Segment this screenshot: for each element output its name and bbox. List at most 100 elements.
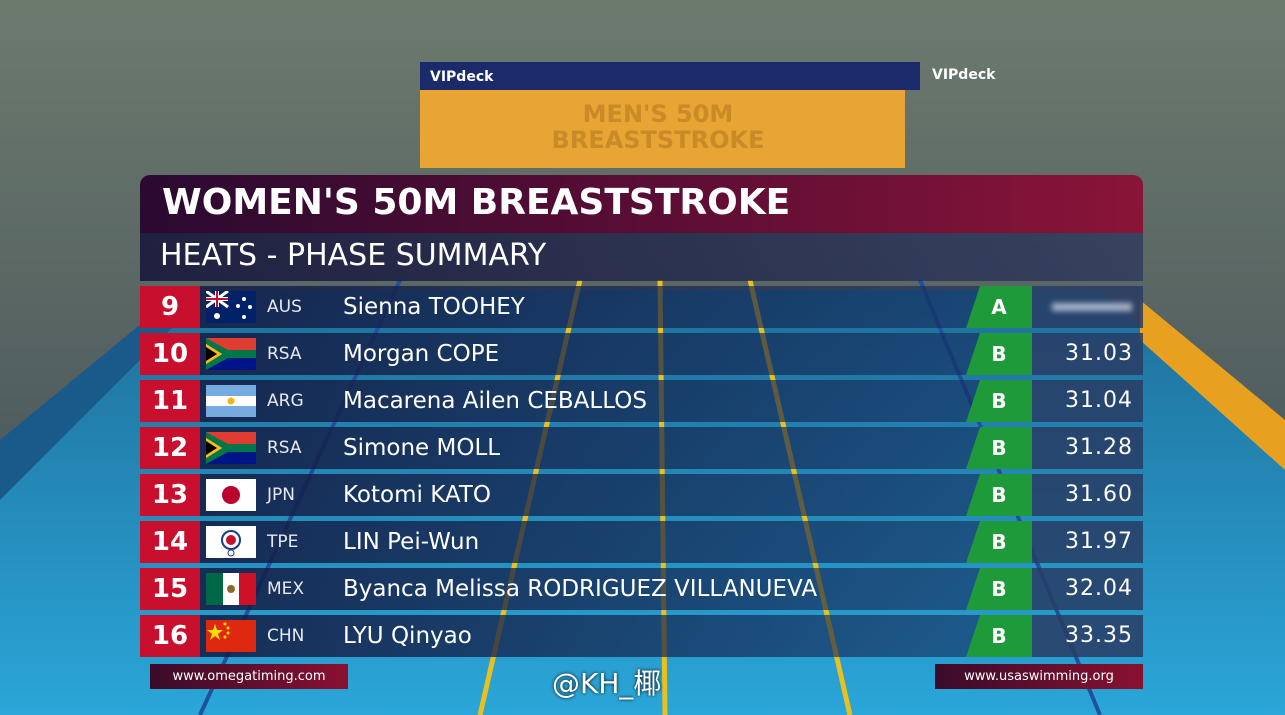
time: 31.97 <box>1032 521 1143 563</box>
time: 31.28 <box>1032 427 1143 469</box>
country-code: TPE <box>267 532 299 552</box>
flag-shape <box>227 397 235 405</box>
flag-image <box>206 573 256 605</box>
country-code: ARG <box>267 391 304 411</box>
vip-deck-banner <box>420 62 920 90</box>
sign-text: VIPdeck <box>932 67 996 83</box>
rank: 16 <box>140 615 200 657</box>
result-row: 10 RSA Morgan COPE B 31.03 <box>140 333 1143 375</box>
sign-text: VIPdeck <box>430 69 494 85</box>
flag-shape <box>236 304 240 308</box>
row-background <box>200 380 1030 422</box>
flag <box>206 479 256 511</box>
result-row: 14 TPE LIN Pei-Wun B 31.97 <box>140 521 1143 563</box>
athlete-name: Byanca Melissa RODRIGUEZ VILLANUEVA <box>343 576 818 602</box>
row-background <box>200 568 1030 610</box>
flag <box>206 385 256 417</box>
result-row: 16 CHN LYU Qinyao B 33.35 <box>140 615 1143 657</box>
country-code: JPN <box>267 485 295 505</box>
row-background <box>200 333 1030 375</box>
flag-shape <box>206 338 256 370</box>
time: 32.04 <box>1032 568 1143 610</box>
flag-shape <box>206 347 217 361</box>
footer-left: www.omegatiming.com <box>150 664 348 689</box>
time: 31.60 <box>1032 474 1143 516</box>
row-background <box>200 286 1030 328</box>
flag <box>206 573 256 605</box>
time: 33.35 <box>1032 615 1143 657</box>
flag-image <box>206 620 256 652</box>
country-code: AUS <box>267 297 302 317</box>
screen-text: MEN'S 50M <box>583 100 734 128</box>
result-row: 11 ARG Macarena Ailen CEBALLOS B 31.04 <box>140 380 1143 422</box>
time: 31.04 <box>1032 380 1143 422</box>
flag-image <box>206 432 256 464</box>
title-bar <box>140 175 1143 233</box>
row-background <box>200 615 1030 657</box>
flag-shape <box>206 298 228 300</box>
athlete-name: LIN Pei-Wun <box>343 529 480 555</box>
flag-image <box>206 385 256 417</box>
country-code: RSA <box>267 344 302 364</box>
flag-image <box>206 338 256 370</box>
flag <box>206 338 256 370</box>
row-background <box>200 427 1030 469</box>
flag-shape <box>206 573 223 605</box>
flag-shape <box>214 313 220 319</box>
pool-wall <box>1140 300 1285 470</box>
flag <box>206 620 256 652</box>
pool-wall <box>0 300 180 500</box>
time-obscured <box>1032 286 1143 328</box>
result-row: 9 AUS Sienna TOOHEY A <box>140 286 1143 328</box>
flag-shape <box>226 631 230 635</box>
footer-right: www.usaswimming.org <box>935 664 1143 689</box>
flag-shape <box>222 486 240 504</box>
flag-shape <box>226 535 236 545</box>
result-row: 15 MEX Byanca Melissa RODRIGUEZ VILLANUEVA… <box>140 568 1143 610</box>
subtitle: HEATS - PHASE SUMMARY <box>160 238 547 273</box>
time: 31.03 <box>1032 333 1143 375</box>
athlete-name: Morgan COPE <box>343 341 500 367</box>
row-background <box>200 474 1030 516</box>
rank: 12 <box>140 427 200 469</box>
flag <box>206 432 256 464</box>
rank: 11 <box>140 380 200 422</box>
athlete-name: Kotomi KATO <box>343 482 491 508</box>
flag-shape <box>242 297 246 301</box>
athlete-name: Macarena Ailen CEBALLOS <box>343 388 647 414</box>
country-code: MEX <box>267 579 305 599</box>
flag <box>205 289 256 323</box>
flag-shape <box>242 315 246 319</box>
screen-text: BREASTSTROKE <box>552 126 765 154</box>
big-screen <box>420 90 905 168</box>
flag-shape <box>248 305 252 309</box>
flag-shape <box>227 585 235 593</box>
blur-patch <box>1052 303 1132 311</box>
flag-image <box>206 526 256 558</box>
flag-shape <box>206 432 256 464</box>
flag-shape <box>226 626 230 630</box>
rank: 14 <box>140 521 200 563</box>
athlete-name: LYU Qinyao <box>343 623 472 649</box>
flag-shape <box>206 441 217 455</box>
heat-badge: B <box>966 521 1032 563</box>
flag <box>206 526 256 558</box>
rank: 10 <box>140 333 200 375</box>
rank: 13 <box>140 474 200 516</box>
title: WOMEN'S 50M BREASTSTROKE <box>162 182 791 223</box>
athlete-name: Simone MOLL <box>343 435 501 461</box>
flag-image <box>205 289 256 323</box>
flag-shape <box>223 635 227 639</box>
flag-shape <box>207 624 223 640</box>
flag-shape <box>227 549 235 557</box>
result-row: 12 RSA Simone MOLL B 31.28 <box>140 427 1143 469</box>
watermark: @KH_椰 <box>552 667 662 700</box>
rank: 9 <box>140 286 200 328</box>
flag-shape <box>239 573 256 605</box>
country-code: RSA <box>267 438 302 458</box>
flag-shape <box>221 530 241 550</box>
result-row: 13 JPN Kotomi KATO B 31.60 <box>140 474 1143 516</box>
athlete-name: Sienna TOOHEY <box>343 294 525 320</box>
flag-image <box>206 479 256 511</box>
